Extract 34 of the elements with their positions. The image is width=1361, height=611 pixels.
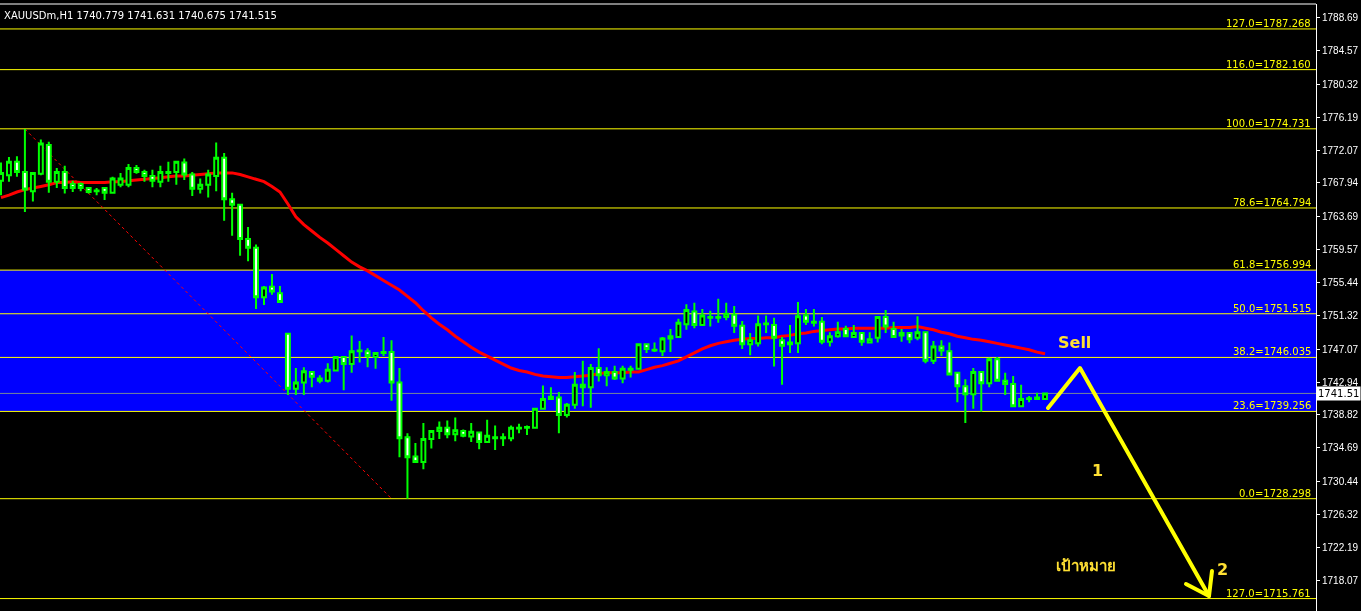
text: 1: [1092, 461, 1104, 480]
text: XAUUSDm,H1 1740.779 1741.631 1740.675 1741.515: [4, 10, 277, 22]
y-tick-label: 1718.07: [1322, 574, 1359, 586]
y-tick-label: 1742.94: [1322, 376, 1359, 388]
y-tick-label: 1784.57: [1322, 44, 1359, 56]
y-tick-label: 1767.94: [1322, 177, 1359, 189]
ref-line-label: 50.0=1751.515: [1233, 303, 1312, 314]
y-tick-label: 1759.57: [1322, 244, 1359, 256]
text: เป้าหมาย: [1056, 557, 1116, 575]
ref-line-label: 127.0=1715.761: [1226, 588, 1311, 599]
y-tick-label: 1722.19: [1322, 541, 1359, 553]
ref-line-label: 38.2=1746.035: [1233, 346, 1312, 357]
y-tick-label: 1726.32: [1322, 508, 1359, 520]
ref-line-label: 78.6=1764.794: [1233, 197, 1312, 208]
y-tick-label: 1751.32: [1322, 309, 1359, 321]
ref-line-label: 127.0=1787.268: [1226, 18, 1311, 29]
ref-line-label: 61.8=1756.994: [1233, 259, 1312, 270]
y-tick-label: 1747.07: [1322, 343, 1359, 355]
ref-line-label: 23.6=1739.256: [1233, 400, 1312, 411]
y-tick-label: 1776.19: [1322, 111, 1359, 123]
y-tick-label: 1788.69: [1322, 12, 1359, 24]
text: 2: [1217, 560, 1229, 579]
y-tick-label: 1772.07: [1322, 144, 1359, 156]
y-tick-label: 1763.69: [1322, 211, 1359, 223]
y-tick-label: 1755.44: [1322, 276, 1359, 288]
y-tick-label: 1734.69: [1322, 442, 1359, 454]
y-tick-label: 1738.82: [1322, 409, 1359, 421]
ref-line-label: 0.0=1728.298: [1239, 488, 1311, 499]
y-tick-label: 1730.44: [1322, 476, 1359, 488]
ref-line-label: 100.0=1774.731: [1226, 118, 1311, 129]
text: Sell: [1058, 333, 1092, 352]
y-tick-label: 1780.32: [1322, 78, 1359, 90]
ref-line-label: 1741.51: [1318, 388, 1360, 399]
ref-line-label: 116.0=1782.160: [1226, 59, 1311, 70]
